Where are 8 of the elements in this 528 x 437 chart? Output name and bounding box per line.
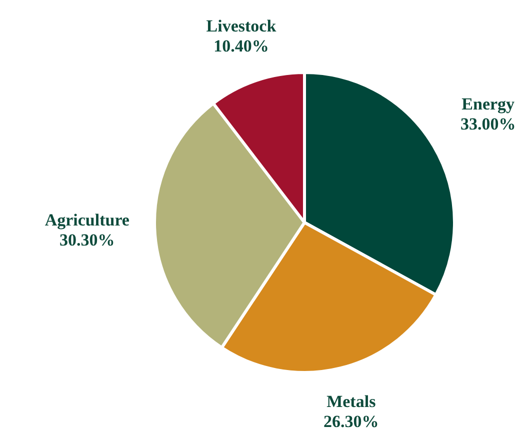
data-label: 10.40% bbox=[214, 36, 269, 56]
slice-label: Livestock bbox=[206, 16, 277, 36]
slice-label: Agriculture bbox=[44, 210, 130, 230]
data-label: 33.00% bbox=[460, 114, 516, 134]
slice-label: Metals bbox=[326, 392, 376, 412]
data-label: 26.30% bbox=[324, 412, 379, 432]
data-label: 30.30% bbox=[60, 230, 115, 250]
slice-label: Energy bbox=[462, 94, 516, 114]
